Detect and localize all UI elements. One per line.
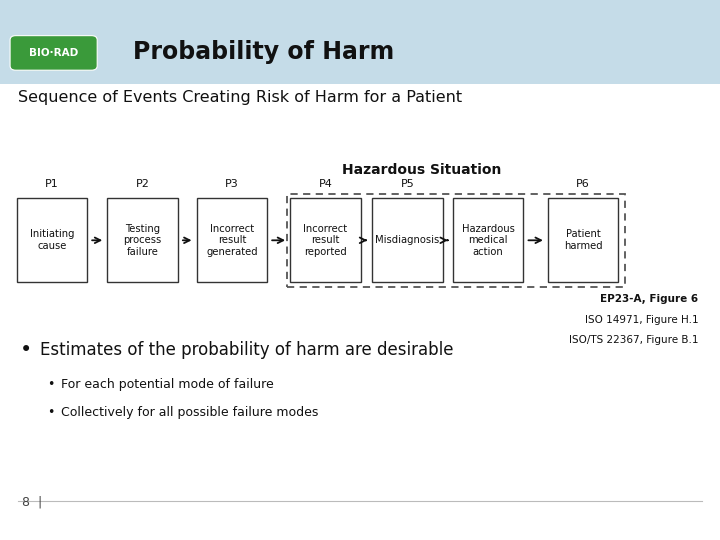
Text: Testing
process
failure: Testing process failure <box>123 224 162 257</box>
Text: Hazardous
medical
action: Hazardous medical action <box>462 224 515 257</box>
Bar <box>0 84 720 540</box>
Text: P2: P2 <box>135 179 150 188</box>
Text: For each potential mode of failure: For each potential mode of failure <box>61 378 274 391</box>
Text: P4: P4 <box>318 179 333 188</box>
FancyBboxPatch shape <box>10 36 97 70</box>
Text: Incorrect
result
reported: Incorrect result reported <box>303 224 348 257</box>
Text: Estimates of the probability of harm are desirable: Estimates of the probability of harm are… <box>40 341 453 359</box>
Text: EP23-A, Figure 6: EP23-A, Figure 6 <box>600 294 698 305</box>
Bar <box>0 0 720 84</box>
Text: P6: P6 <box>576 179 590 188</box>
Text: •: • <box>20 340 32 360</box>
FancyBboxPatch shape <box>372 198 443 282</box>
FancyBboxPatch shape <box>548 198 618 282</box>
FancyBboxPatch shape <box>17 198 87 282</box>
Text: •: • <box>47 378 54 391</box>
FancyBboxPatch shape <box>197 198 267 282</box>
FancyBboxPatch shape <box>290 198 361 282</box>
Text: Initiating
cause: Initiating cause <box>30 230 74 251</box>
Text: Probability of Harm: Probability of Harm <box>133 40 395 64</box>
Text: Incorrect
result
generated: Incorrect result generated <box>206 224 258 257</box>
Text: Misdiagnosis: Misdiagnosis <box>375 235 440 245</box>
Text: Hazardous Situation: Hazardous Situation <box>341 163 501 177</box>
Text: Collectively for all possible failure modes: Collectively for all possible failure mo… <box>61 406 318 419</box>
FancyBboxPatch shape <box>453 198 523 282</box>
Text: P3: P3 <box>225 179 239 188</box>
Text: BIO·RAD: BIO·RAD <box>29 48 78 58</box>
Text: •: • <box>47 406 54 419</box>
FancyBboxPatch shape <box>107 198 178 282</box>
Text: ISO 14971, Figure H.1: ISO 14971, Figure H.1 <box>585 315 698 325</box>
Text: 8  |: 8 | <box>22 496 42 509</box>
Text: P5: P5 <box>400 179 415 188</box>
Text: Patient
harmed: Patient harmed <box>564 230 603 251</box>
Text: ISO/TS 22367, Figure B.1: ISO/TS 22367, Figure B.1 <box>569 335 698 346</box>
Text: P1: P1 <box>45 179 59 188</box>
Text: Sequence of Events Creating Risk of Harm for a Patient: Sequence of Events Creating Risk of Harm… <box>18 90 462 105</box>
